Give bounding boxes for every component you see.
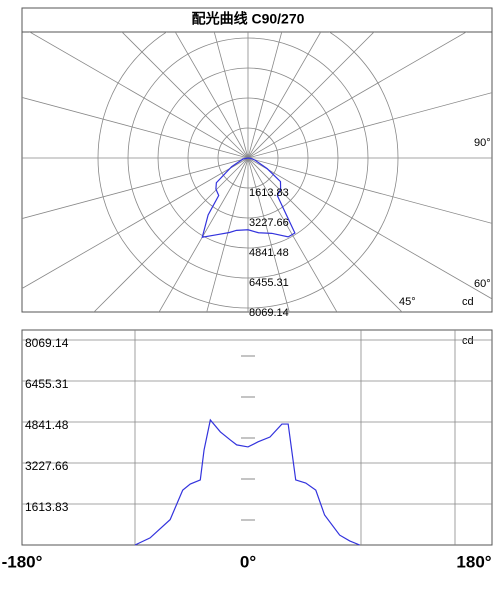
- radial-line: [247, 157, 403, 312]
- radial-line: [247, 157, 492, 224]
- chart-title: 配光曲线 C90/270: [192, 11, 305, 27]
- line-frame: [21, 329, 493, 546]
- radial-line: [247, 92, 492, 159]
- polar-frame: [21, 7, 493, 313]
- angle-label: 60°: [474, 278, 491, 290]
- radial-line: [247, 157, 492, 300]
- radial-line: [174, 32, 249, 159]
- radial-line: [158, 157, 249, 312]
- ring: [187, 97, 309, 219]
- r-tick-label: 1613.83: [249, 187, 289, 199]
- r-tick-label: 4841.48: [249, 247, 289, 259]
- radial-line: [247, 32, 468, 159]
- radial-line: [213, 32, 249, 159]
- r-tick-label: 3227.66: [249, 217, 289, 229]
- radial-line: [247, 32, 322, 159]
- radial-line: [121, 32, 249, 159]
- radial-line: [247, 157, 290, 312]
- r-tick-label: 6455.31: [249, 277, 289, 289]
- unit-label: cd: [462, 335, 474, 347]
- x-tick-label: 180°: [456, 552, 491, 571]
- polar-plot: [22, 32, 492, 312]
- angle-label: 45°: [399, 296, 416, 308]
- ring: [217, 127, 279, 189]
- radial-line: [22, 157, 249, 219]
- radial-line: [247, 32, 375, 159]
- x-tick-label: 0°: [240, 552, 256, 571]
- ring: [157, 67, 339, 249]
- radial-line: [247, 157, 338, 312]
- y-tick-label: 8069.14: [25, 336, 69, 350]
- y-tick-label: 1613.83: [25, 500, 69, 514]
- ring: [97, 32, 399, 309]
- x-tick-label: -180°: [2, 552, 43, 571]
- unit-label: cd: [462, 296, 474, 308]
- ring: [127, 37, 369, 279]
- radial-line: [93, 157, 249, 312]
- intensity-line: [134, 418, 360, 546]
- radial-line: [22, 157, 249, 289]
- intensity-curve: [201, 157, 296, 238]
- radial-line: [28, 32, 249, 159]
- y-tick-label: 6455.31: [25, 377, 69, 391]
- radial-line: [206, 157, 249, 312]
- y-tick-label: 4841.48: [25, 418, 69, 432]
- angle-label: 90°: [474, 137, 491, 149]
- radial-line: [22, 97, 249, 159]
- r-tick-label: 8069.14: [249, 307, 289, 319]
- radial-line: [247, 32, 283, 159]
- y-tick-label: 3227.66: [25, 459, 69, 473]
